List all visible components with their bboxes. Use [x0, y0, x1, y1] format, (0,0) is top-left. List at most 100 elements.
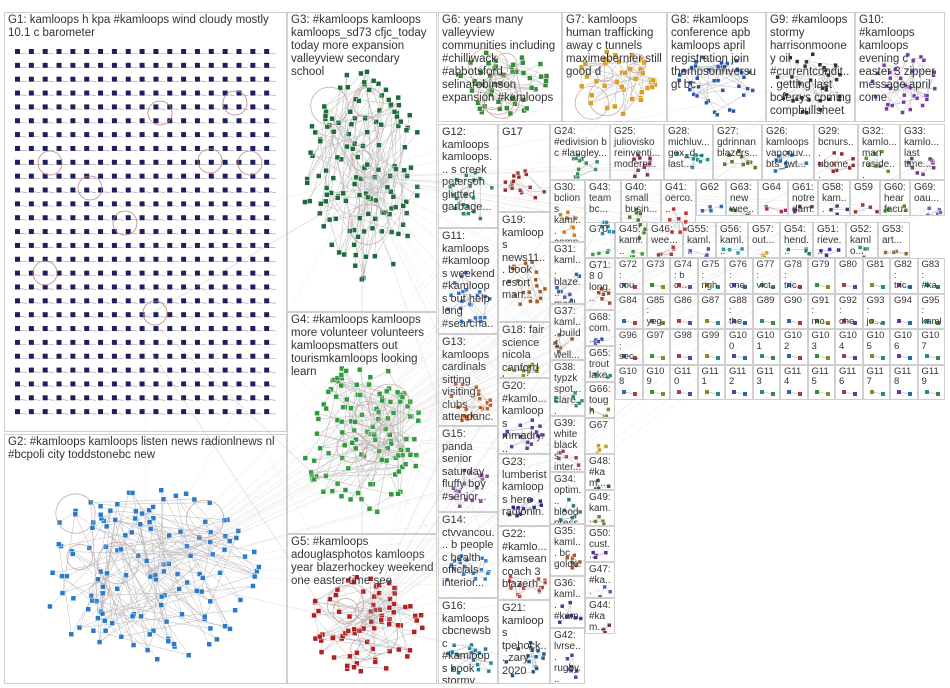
- node: [910, 58, 916, 64]
- small-group-panel: G72: cou...: [615, 258, 643, 294]
- node: [167, 62, 173, 68]
- node: [516, 174, 522, 180]
- group-panel-g66: G66: tough go...: [585, 382, 615, 418]
- node: [529, 648, 535, 653]
- node: [111, 367, 117, 373]
- node-layer: [444, 553, 492, 582]
- node: [250, 173, 256, 179]
- node: [181, 62, 187, 68]
- node: [194, 159, 200, 165]
- group-label: G25: juliovisko reinventi... modern...: [614, 126, 663, 170]
- node: [352, 445, 359, 452]
- node: [482, 315, 488, 320]
- node-layer: [506, 259, 548, 307]
- node: [70, 159, 76, 165]
- node: [28, 367, 34, 373]
- node: [924, 354, 929, 358]
- node: [880, 320, 885, 325]
- node: [236, 395, 242, 401]
- small-group-panel: G104: [835, 329, 863, 365]
- node: [194, 76, 200, 82]
- small-group-panel: G99: [697, 329, 725, 365]
- node: [222, 159, 228, 165]
- small-group-label: G85: yeg...: [646, 294, 665, 328]
- group-label: G57: out...: [752, 224, 777, 246]
- small-group-label: G82: tric...: [894, 259, 912, 292]
- node: [28, 312, 34, 318]
- node: [932, 69, 937, 75]
- node: [719, 60, 724, 66]
- node: [415, 417, 421, 424]
- node: [584, 73, 590, 80]
- small-group-panel: G78: tric...: [780, 258, 808, 294]
- group-panel-g10: G10: #kamloops kamloops evening c easter…: [855, 12, 945, 122]
- group-label: G39: white blacks inter...: [554, 418, 582, 472]
- node: [881, 62, 887, 68]
- node: [194, 215, 200, 221]
- node: [236, 270, 242, 276]
- node: [478, 216, 483, 221]
- node: [622, 389, 626, 394]
- node-layer: [593, 478, 611, 489]
- node: [606, 407, 611, 412]
- node: [473, 170, 478, 176]
- node: [341, 442, 348, 449]
- node: [70, 104, 76, 110]
- node: [824, 87, 829, 93]
- node: [343, 396, 350, 403]
- node: [388, 440, 395, 447]
- node: [561, 229, 567, 235]
- group-panel-g44: G44: #kam... wee...: [585, 598, 615, 634]
- node: [181, 187, 187, 193]
- node: [593, 555, 598, 560]
- node: [181, 326, 187, 332]
- node: [568, 600, 573, 605]
- node: [70, 381, 76, 387]
- node: [353, 436, 359, 443]
- group-label: G50: cust... #ka...: [589, 528, 611, 561]
- node: [250, 104, 256, 110]
- node: [444, 577, 450, 582]
- group-label: G55: kaml...: [687, 224, 712, 257]
- node: [398, 118, 404, 125]
- node: [250, 62, 256, 68]
- group-label: G54: hend...: [784, 224, 810, 257]
- node: [167, 395, 173, 401]
- node: [76, 624, 83, 631]
- node: [457, 504, 462, 509]
- node: [181, 76, 187, 82]
- node: [872, 151, 877, 156]
- node-layer: [759, 389, 775, 396]
- node: [921, 57, 927, 63]
- node: [334, 480, 341, 487]
- node: [924, 318, 929, 323]
- node: [467, 646, 472, 651]
- node: [385, 368, 391, 374]
- node: [97, 568, 104, 575]
- node-layer: [571, 153, 600, 179]
- node-layer: [622, 389, 637, 396]
- group-panel-g5: G5: #kamloops adouglasphotos kamloops ye…: [287, 534, 437, 684]
- node: [236, 409, 242, 415]
- node-layer: [589, 407, 611, 417]
- small-group-label: G87: [701, 294, 720, 306]
- node: [622, 283, 626, 287]
- node: [700, 208, 705, 214]
- node: [167, 145, 173, 151]
- node: [307, 149, 314, 156]
- node: [194, 145, 200, 151]
- node: [111, 284, 117, 290]
- node: [167, 339, 173, 345]
- node: [414, 129, 421, 136]
- node: [235, 528, 242, 534]
- node: [715, 285, 720, 289]
- node: [208, 270, 214, 276]
- group-panel-g59: G59: [850, 180, 880, 216]
- node: [353, 174, 359, 181]
- group-label: G66: tough go...: [589, 384, 611, 417]
- node: [603, 444, 609, 449]
- node: [452, 280, 457, 286]
- group-label: G48: #kam... #kam...: [589, 456, 611, 489]
- node: [687, 87, 693, 92]
- node: [364, 161, 371, 168]
